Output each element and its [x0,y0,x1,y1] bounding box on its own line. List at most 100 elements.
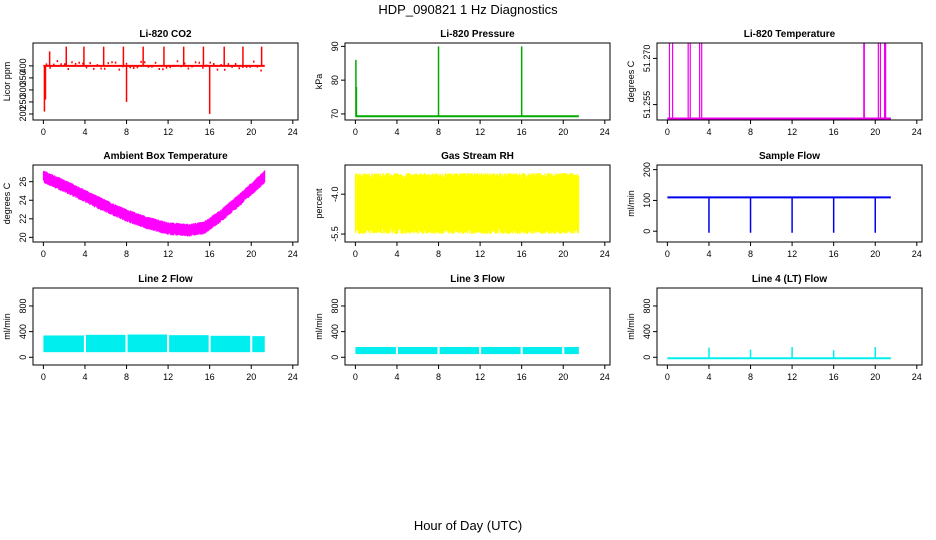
x-tick-label: 16 [829,249,839,259]
x-tick-label: 8 [436,249,441,259]
x-tick-label: 24 [288,127,298,137]
panel-4: Ambient Box Temperature degrees C 0 4 8 12 16 2… [2,151,299,259]
trend-line [42,175,266,231]
data-segment-6 [252,336,265,353]
data-segment-3 [127,334,168,353]
y-tick-label: 90 [330,41,340,51]
data-segment-4 [169,335,209,353]
x-tick-label: 24 [288,372,298,382]
data-series [667,43,891,120]
panel-9: Line 4 (LT) Flow ml/min 0 4 8 12 16 20 24 0 400 800 [626,274,923,382]
y-tick-label: 20 [18,232,28,242]
x-tick-label: 16 [517,249,527,259]
plot-area [43,46,265,114]
data-segment-6 [564,347,579,355]
x-tick-label: 4 [82,372,87,382]
y-tick-label: -5.5 [330,226,340,242]
y-tick-label: 100 [642,193,652,208]
y-tick-label: 80 [330,75,340,85]
panel-title: Li-820 Pressure [440,29,515,40]
x-tick-label: 0 [665,127,670,137]
x-tick-label: 12 [787,249,797,259]
x-tick-label: 16 [205,249,215,259]
y-axis-label: kPa [314,74,324,90]
x-tick-label: 0 [665,372,670,382]
y-tick-label: 70 [330,109,340,119]
x-tick-label: 8 [124,249,129,259]
x-tick-label: 24 [600,372,610,382]
y-tick-label: 300 [18,82,28,97]
x-tick-label: 20 [870,372,880,382]
x-tick-label: 20 [558,249,568,259]
plot-frame [656,287,923,366]
panel-title: Ambient Box Temperature [103,151,228,162]
x-tick-label: 24 [912,249,922,259]
x-tick-label: 16 [205,127,215,137]
x-tick-label: 24 [912,127,922,137]
plot-area [43,334,265,353]
panel-title: Li-820 CO2 [139,29,192,40]
x-tick-label: 12 [475,249,485,259]
x-tick-label: 12 [163,127,173,137]
data-segment-2 [86,334,126,353]
y-tick-label: 51.270 [642,45,652,73]
y-tick-label: 0 [642,355,652,360]
panel-2: Li-820 Pressure kPa 0 4 8 12 16 20 24 70 80 90 [314,29,611,137]
data-segment-3 [439,347,480,355]
panel-8: Line 3 Flow ml/min 0 4 8 12 16 20 24 0 400 800 [314,274,611,382]
panel-title: Line 3 Flow [450,274,505,285]
plot-frame [32,42,299,121]
plot-frame [32,164,299,243]
x-tick-label: 20 [870,249,880,259]
plot-area [42,170,266,237]
x-tick-label: 20 [246,127,256,137]
panel-title: Li-820 Temperature [744,29,836,40]
y-tick-label: 400 [18,324,28,339]
x-tick-label: 12 [163,372,173,382]
x-tick-label: 8 [124,127,129,137]
y-axis-label: degrees C [626,60,636,102]
data-segment-1 [355,347,396,355]
x-tick-label: 24 [600,249,610,259]
x-tick-label: 24 [288,249,298,259]
y-tick-label: 400 [18,58,28,73]
y-tick-label: 800 [642,298,652,313]
x-tick-label: 4 [394,249,399,259]
panel-title: Line 2 Flow [138,274,193,285]
plot-frame [344,164,611,243]
y-tick-label: 0 [18,355,28,360]
x-tick-label: 12 [787,372,797,382]
x-tick-label: 24 [912,372,922,382]
x-tick-label: 12 [163,249,173,259]
x-tick-label: 4 [394,127,399,137]
x-tick-label: 8 [436,372,441,382]
plot-area [355,46,579,118]
data-series [42,170,266,237]
plot-frame [656,164,923,243]
y-tick-label: 51.255 [642,91,652,119]
x-tick-label: 0 [41,127,46,137]
y-tick-label: 800 [18,298,28,313]
plot-area [354,173,580,234]
x-tick-label: 16 [517,127,527,137]
x-tick-label: 4 [82,127,87,137]
x-tick-label: 0 [353,372,358,382]
x-tick-label: 4 [706,372,711,382]
y-axis-label: ml/min [314,313,324,340]
panel-1: Li-820 CO2 Licor ppm 0 4 8 12 16 20 24 2002503003… [2,29,299,137]
data-segment-2 [398,347,438,355]
panel-3: Li-820 Temperature degrees C 0 4 8 12 16 20 24 51… [626,29,923,137]
x-tick-label: 0 [353,127,358,137]
y-axis-label: ml/min [2,313,12,340]
y-tick-label: 400 [642,324,652,339]
x-tick-label: 8 [436,127,441,137]
y-tick-label: 24 [18,195,28,205]
x-tick-label: 0 [353,249,358,259]
y-axis-label: degrees C [2,182,12,224]
x-tick-label: 12 [475,372,485,382]
x-tick-label: 20 [246,249,256,259]
x-tick-label: 4 [706,127,711,137]
plot-frame [344,287,611,366]
y-axis-label: percent [314,188,324,219]
